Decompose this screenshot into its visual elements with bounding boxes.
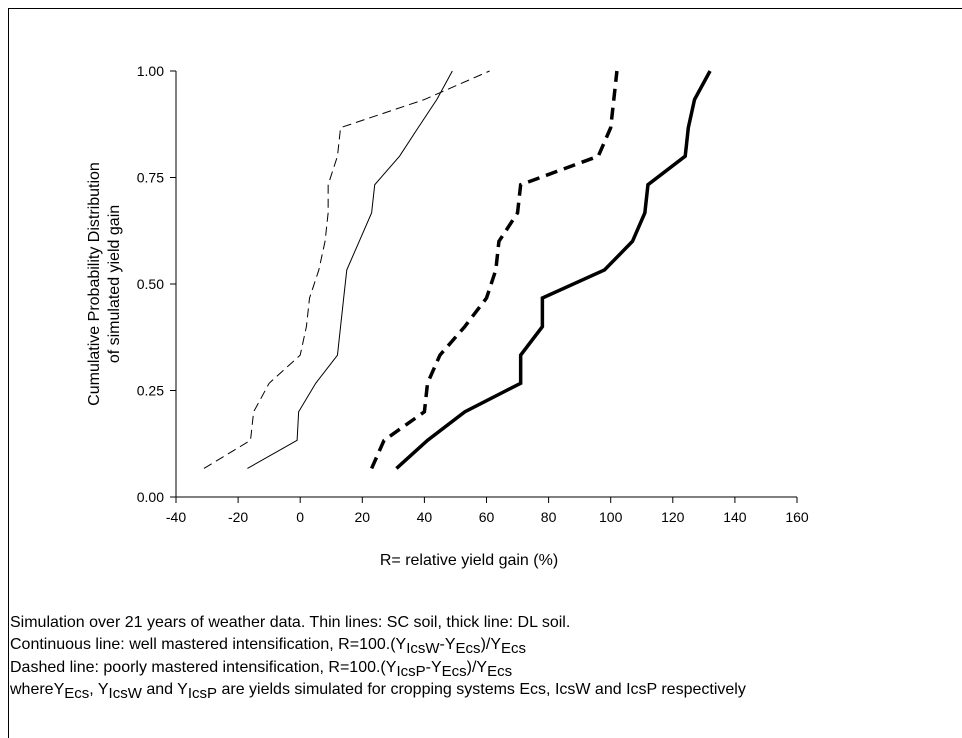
caption-subscript: IcsP [188, 685, 217, 702]
caption-line: whereYEcs, YIcsW and YIcsP are yields si… [9, 681, 746, 702]
x-tick-label: -40 [166, 509, 186, 525]
caption-text: )/Y [467, 659, 488, 676]
caption-subscript: Ecs [487, 663, 512, 680]
y-tick-label: 0.00 [137, 489, 164, 505]
frame [8, 8, 962, 738]
x-tick-label: 100 [599, 509, 623, 525]
caption-text: Continuous line: well mastered intensifi… [10, 636, 407, 653]
caption-text: )/Y [481, 636, 502, 653]
y-axis-label: Cumulative Probability Distribution [86, 162, 103, 406]
data-line [395, 70, 712, 470]
y-tick-label: 0.75 [137, 170, 164, 186]
caption-text: whereY [9, 681, 65, 698]
x-tick-label: 40 [417, 509, 433, 525]
caption-text: are yields simulated for cropping system… [217, 681, 746, 698]
y-axis-label: of simulated yield gain [106, 205, 123, 363]
y-tick-label: 0.25 [137, 383, 164, 399]
caption-subscript: Ecs [442, 663, 467, 680]
caption-subscript: Ecs [64, 685, 89, 702]
caption-text: -Y [426, 659, 442, 676]
caption-subscript: IcsP [396, 663, 425, 680]
caption-line: Simulation over 21 years of weather data… [10, 614, 570, 631]
caption-text: , Y [89, 681, 109, 698]
caption-subscript: IcsW [109, 685, 143, 702]
caption-text: Dashed line: poorly mastered intensifica… [10, 659, 397, 676]
x-tick-label: 60 [479, 509, 495, 525]
y-tick-label: 1.00 [137, 63, 164, 79]
x-axis-label: R= relative yield gain (%) [380, 552, 558, 569]
x-tick-label: 160 [785, 509, 809, 525]
caption-text: Simulation over 21 years of weather data… [10, 614, 570, 631]
caption-subscript: Ecs [456, 640, 481, 657]
x-tick-label: 80 [541, 509, 557, 525]
x-tick-label: 140 [723, 509, 747, 525]
x-tick-label: -20 [228, 509, 248, 525]
caption-text: -Y [440, 636, 456, 653]
data-line [370, 70, 619, 470]
caption-line: Dashed line: poorly mastered intensifica… [10, 659, 512, 680]
x-tick-label: 0 [296, 509, 304, 525]
x-tick-label: 120 [661, 509, 685, 525]
data-line [247, 70, 453, 469]
caption-text: and Y [142, 681, 188, 698]
x-tick-label: 20 [355, 509, 371, 525]
data-line [203, 70, 490, 469]
caption-subscript: IcsW [406, 640, 440, 657]
y-tick-label: 0.50 [137, 276, 164, 292]
caption-line: Continuous line: well mastered intensifi… [10, 636, 526, 657]
caption-subscript: Ecs [501, 640, 526, 657]
